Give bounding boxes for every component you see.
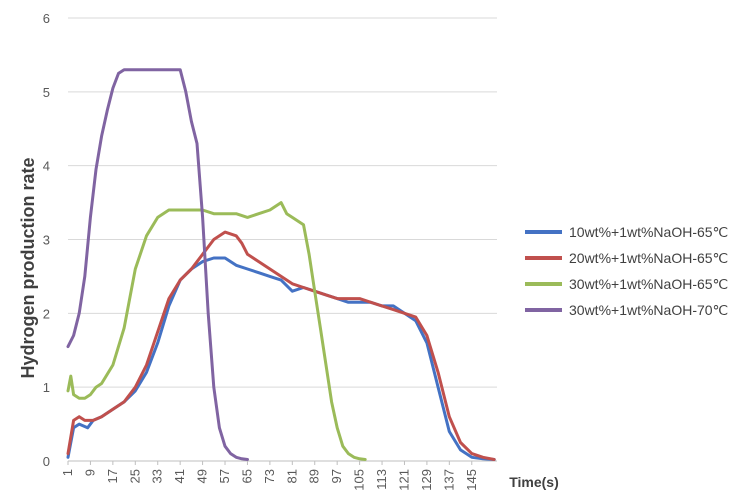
series-line-3 [66,201,367,461]
x-tick-label: 9 [82,469,97,476]
y-tick-label: 4 [43,159,50,174]
series-lines [66,68,496,461]
legend-label: 20wt%+1wt%NaOH-65℃ [569,250,728,266]
legend: 10wt%+1wt%NaOH-65℃ 20wt%+1wt%NaOH-65℃ 30wt… [525,224,728,318]
series-line-2 [66,230,496,461]
x-tick-label: 41 [172,469,187,483]
y-tick-label: 2 [43,306,50,321]
x-tick-label: 73 [262,469,277,483]
y-axis-label: Hydrogen production rate [18,157,38,378]
gridlines [68,17,497,388]
y-tick-label: 1 [43,380,50,395]
x-tick-label: 129 [419,469,434,491]
legend-label: 10wt%+1wt%NaOH-65℃ [569,224,728,240]
x-tick-label: 65 [239,469,254,483]
y-tick-label: 6 [43,11,50,26]
y-tick-label: 3 [43,233,50,248]
x-tick-label: 81 [284,469,299,483]
x-tick-label: 17 [105,469,120,483]
x-tick-label: 113 [374,469,389,490]
x-tick-label: 25 [127,469,142,483]
y-tick-label: 0 [43,454,50,469]
x-tick-label: 33 [150,469,165,483]
x-axis-label: Time(s) [509,474,559,490]
legend-label: 30wt%+1wt%NaOH-70℃ [569,302,728,318]
legend-label: 30wt%+1wt%NaOH-65℃ [569,276,728,292]
x-tick-label: 121 [396,469,411,491]
y-tick-label: 5 [43,85,50,100]
x-tick-label: 1 [60,469,75,476]
x-tick-label: 57 [217,469,232,483]
x-tick-label: 137 [441,469,456,491]
x-tick-label: 49 [195,469,210,483]
series-line-4 [66,68,249,461]
x-tick-label: 97 [329,469,344,483]
x-tick-label: 89 [307,469,322,483]
x-tick-label: 145 [464,469,479,491]
x-tick-label: 105 [352,469,367,491]
